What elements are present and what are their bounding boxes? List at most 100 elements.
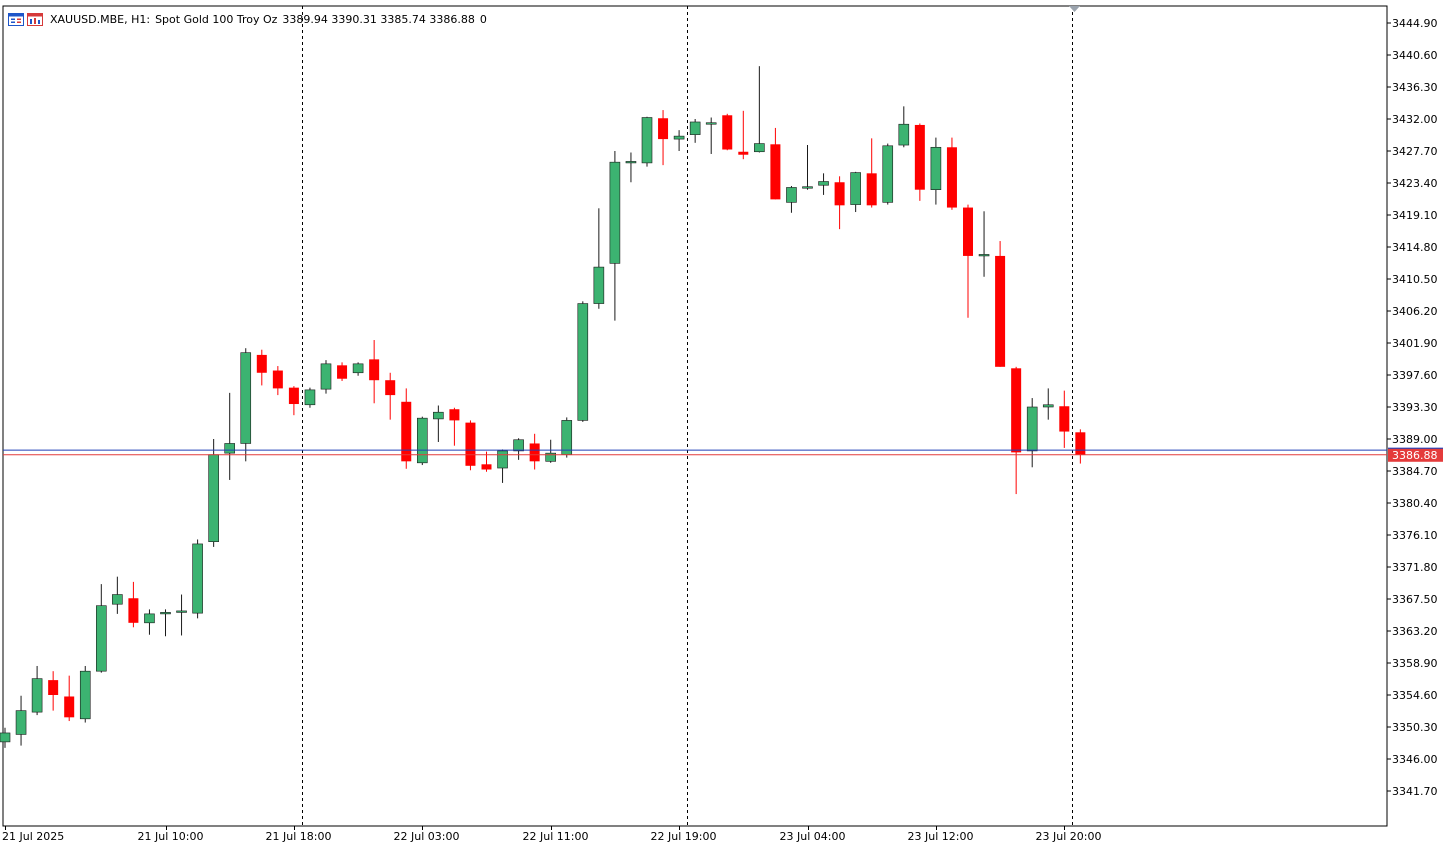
candle[interactable]: [240, 348, 252, 462]
trading-window-icon[interactable]: [27, 12, 43, 26]
candle-body: [256, 354, 267, 373]
candle[interactable]: [337, 362, 348, 381]
price-tick-label: 3401.90: [1392, 337, 1438, 350]
candle[interactable]: [689, 119, 701, 143]
candle-body: [352, 363, 364, 374]
candle-body: [641, 117, 653, 164]
candles[interactable]: [0, 66, 1086, 748]
candle[interactable]: [1042, 388, 1054, 420]
time-axis[interactable]: 21 Jul 2025 21 Jul 10:00 21 Jul 18:00 22 Ju…: [2, 826, 1101, 843]
chart-shift-marker-icon[interactable]: [1069, 6, 1080, 12]
candle[interactable]: [369, 340, 380, 404]
candle[interactable]: [882, 143, 894, 205]
candle[interactable]: [176, 594, 187, 636]
candle[interactable]: [465, 420, 476, 471]
symbol-timeframe: XAUUSD.MBE, H1:: [50, 12, 151, 26]
candle-body: [31, 678, 43, 713]
candle[interactable]: [112, 576, 123, 614]
candle-body: [995, 255, 1006, 367]
candle[interactable]: [449, 407, 460, 446]
candle-body: [497, 450, 508, 469]
candle[interactable]: [930, 137, 942, 205]
candle-body: [48, 680, 59, 695]
candle[interactable]: [1026, 398, 1038, 468]
candle[interactable]: [15, 695, 27, 746]
candle[interactable]: [401, 388, 412, 469]
candle[interactable]: [64, 675, 75, 722]
candle[interactable]: [914, 123, 925, 201]
price-tick-label: 3358.90: [1392, 657, 1438, 670]
candle[interactable]: [658, 110, 669, 166]
price-tick-label: 3406.20: [1392, 305, 1438, 318]
price-axis[interactable]: 3444.90 3440.60 3436.30 3432.00 3427.70 3423.…: [1387, 17, 1443, 798]
candle-body: [1075, 432, 1086, 455]
candle-body: [593, 266, 605, 304]
candle[interactable]: [673, 130, 685, 151]
candle[interactable]: [192, 539, 203, 619]
candle-body: [288, 387, 299, 405]
candle[interactable]: [898, 106, 910, 148]
ohlc-values: 3389.94 3390.31 3385.74 3386.88: [282, 12, 475, 26]
candle[interactable]: [802, 145, 813, 190]
candle[interactable]: [722, 113, 733, 151]
price-tick-label: 3376.10: [1392, 529, 1438, 542]
candle[interactable]: [385, 372, 396, 420]
candle[interactable]: [1059, 390, 1070, 448]
candle[interactable]: [561, 417, 573, 458]
candle[interactable]: [288, 386, 299, 416]
candle[interactable]: [850, 171, 861, 213]
candle[interactable]: [272, 366, 283, 396]
time-tick-label: 23 Jul 12:00: [908, 830, 974, 843]
candle[interactable]: [160, 609, 171, 637]
candle-body: [609, 161, 621, 264]
candle[interactable]: [593, 208, 605, 309]
candle[interactable]: [352, 362, 364, 376]
candle[interactable]: [529, 433, 540, 470]
candle[interactable]: [0, 727, 11, 748]
time-tick-label: 23 Jul 04:00: [780, 830, 846, 843]
candle-body: [625, 161, 637, 164]
candle[interactable]: [1075, 429, 1086, 464]
candle[interactable]: [963, 204, 973, 318]
candle[interactable]: [705, 117, 717, 154]
candle[interactable]: [754, 66, 765, 153]
candle[interactable]: [946, 137, 957, 210]
candle[interactable]: [770, 127, 781, 200]
candle[interactable]: [224, 392, 235, 480]
candle[interactable]: [144, 609, 155, 635]
candle[interactable]: [96, 584, 107, 673]
candle[interactable]: [31, 665, 43, 716]
candle[interactable]: [738, 110, 749, 160]
candle[interactable]: [609, 151, 621, 321]
candle[interactable]: [545, 439, 557, 463]
symbol-description: Spot Gold 100 Troy Oz: [155, 12, 278, 26]
candle[interactable]: [978, 211, 990, 277]
candle[interactable]: [786, 185, 797, 213]
candle[interactable]: [1011, 366, 1022, 495]
candle-body: [128, 598, 139, 623]
candle[interactable]: [304, 387, 316, 408]
candle-body: [64, 696, 75, 718]
candle[interactable]: [577, 301, 589, 422]
candle[interactable]: [256, 349, 267, 386]
candle[interactable]: [834, 176, 845, 230]
candle-body: [224, 443, 235, 454]
candle[interactable]: [48, 671, 59, 711]
candle[interactable]: [320, 360, 332, 394]
candle-body: [545, 452, 557, 462]
chart-window-icon[interactable]: [8, 12, 24, 26]
candle[interactable]: [866, 138, 877, 208]
candle-body: [176, 610, 187, 613]
candle[interactable]: [513, 438, 524, 460]
candle[interactable]: [995, 241, 1006, 367]
candle-body: [754, 143, 765, 153]
candle[interactable]: [818, 173, 829, 195]
candle[interactable]: [79, 665, 91, 723]
candle[interactable]: [128, 581, 139, 628]
candle[interactable]: [641, 116, 653, 167]
candle[interactable]: [433, 405, 444, 442]
candle[interactable]: [625, 152, 637, 183]
candle-body: [834, 182, 845, 206]
candle[interactable]: [416, 416, 428, 466]
